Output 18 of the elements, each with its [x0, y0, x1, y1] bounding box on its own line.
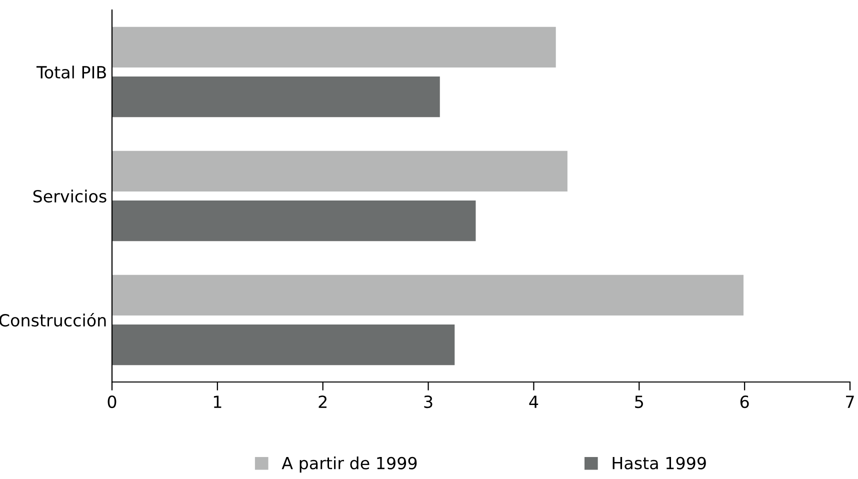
- x-tick-label: 4: [529, 396, 538, 408]
- x-tick-label: 0: [108, 395, 116, 408]
- x-tick-label: 1: [214, 396, 222, 408]
- x-tick-label: 2: [318, 395, 326, 408]
- bar: [112, 324, 455, 366]
- bar: [112, 76, 440, 118]
- y-tick-label: Servicios: [33, 190, 106, 203]
- bar: [112, 150, 568, 192]
- legend-label: Hasta 1999: [612, 456, 706, 470]
- bar: [112, 200, 476, 242]
- x-tick-label: 3: [424, 395, 432, 408]
- x-tick-label: 5: [635, 396, 643, 408]
- x-tick-label: 6: [740, 395, 749, 408]
- x-tick-label: 7: [846, 396, 854, 408]
- bar: [112, 26, 556, 68]
- legend-label: A partir de 1999: [282, 456, 417, 473]
- y-tick-label: Total PIB: [36, 66, 106, 79]
- bar: [112, 274, 744, 316]
